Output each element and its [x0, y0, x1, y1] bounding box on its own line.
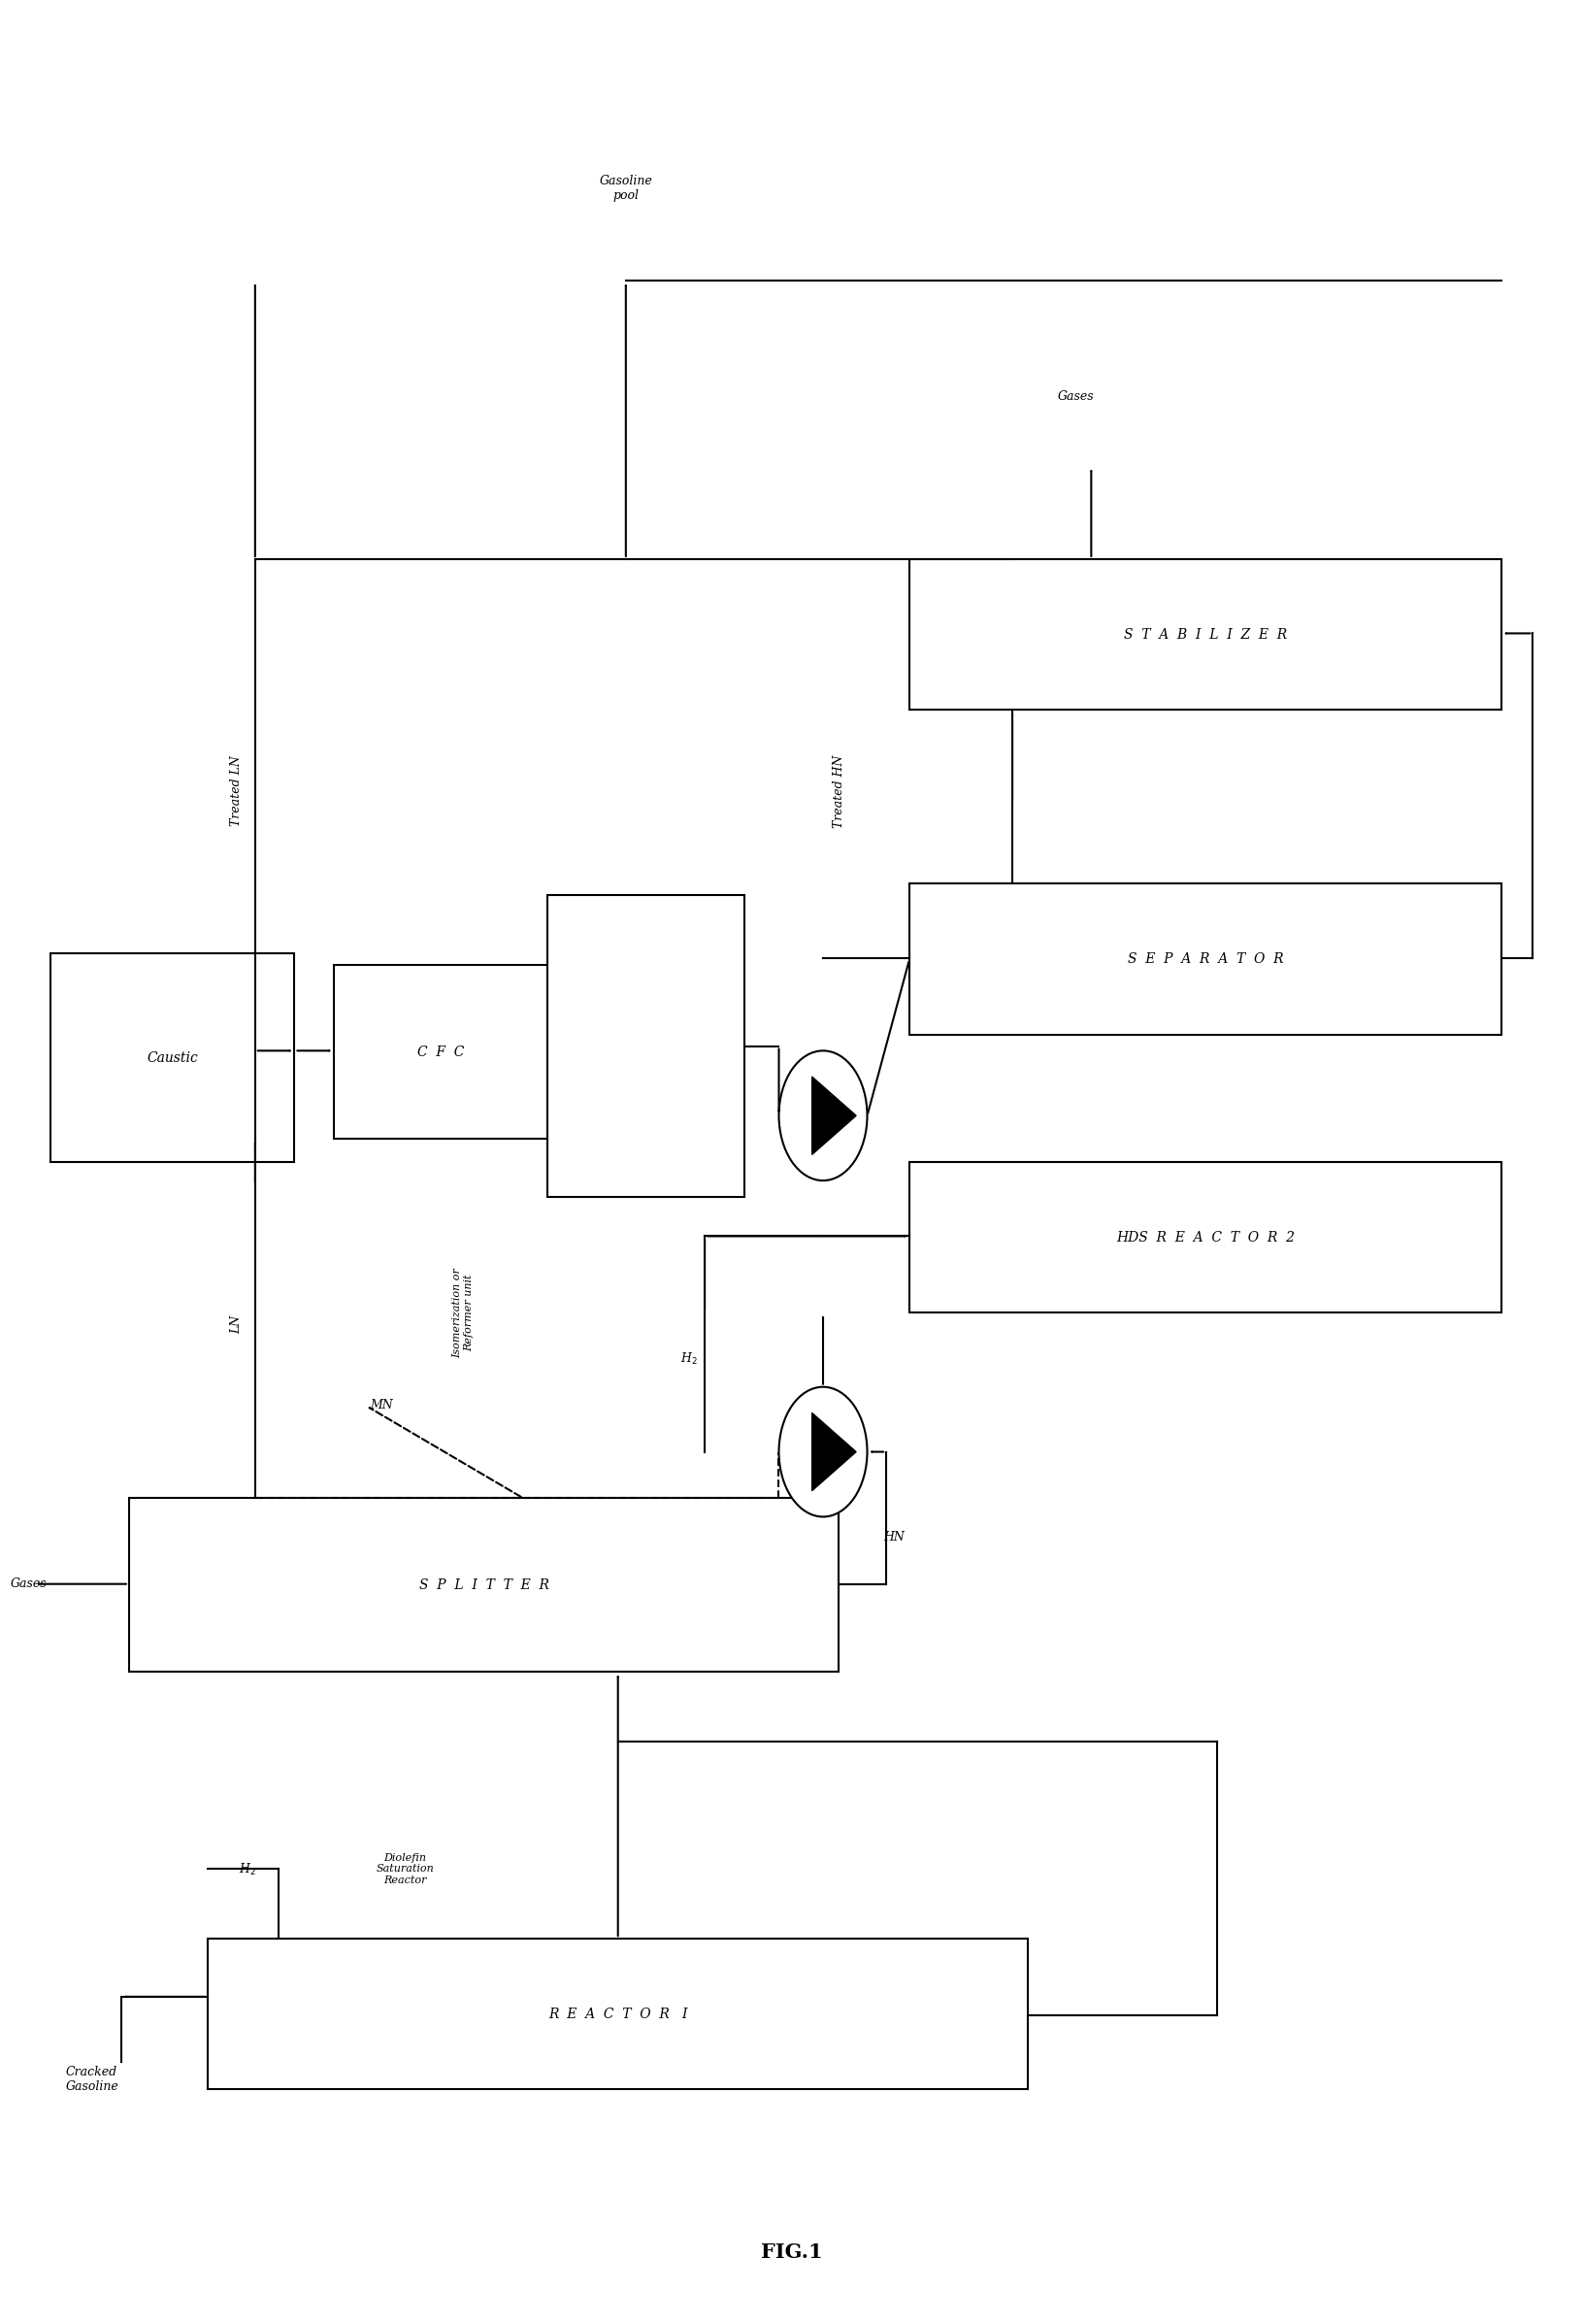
- Text: Isomerization or
Reformer unit: Isomerization or Reformer unit: [452, 1267, 473, 1357]
- Text: H$_2$: H$_2$: [680, 1350, 698, 1367]
- Text: Gases: Gases: [11, 1578, 47, 1590]
- Text: FIG.1: FIG.1: [759, 2243, 823, 2261]
- Bar: [547, 895, 744, 1197]
- Text: S  P  L  I  T  T  E  R: S P L I T T E R: [419, 1578, 549, 1592]
- Bar: [207, 1938, 1027, 2089]
- Text: Caustic: Caustic: [147, 1050, 198, 1064]
- Text: Diolefin
Saturation
Reactor: Diolefin Saturation Reactor: [377, 1852, 433, 1885]
- Bar: [910, 560, 1500, 709]
- Text: S  E  P  A  R  A  T  O  R: S E P A R A T O R: [1126, 953, 1283, 967]
- Polygon shape: [812, 1413, 856, 1490]
- Text: R  E  A  C  T  O  R   I: R E A C T O R I: [547, 2008, 687, 2022]
- Text: HDS  R  E  A  C  T  O  R  2: HDS R E A C T O R 2: [1115, 1232, 1294, 1243]
- Bar: [910, 883, 1500, 1034]
- Text: Treated HN: Treated HN: [832, 755, 845, 827]
- Text: MN: MN: [370, 1399, 392, 1411]
- Text: Treated LN: Treated LN: [229, 755, 242, 827]
- Text: Cracked
Gasoline: Cracked Gasoline: [66, 2066, 119, 2094]
- Text: C  F  C: C F C: [416, 1046, 464, 1060]
- Bar: [334, 964, 547, 1139]
- Circle shape: [778, 1387, 867, 1518]
- Text: LN: LN: [229, 1315, 242, 1334]
- Text: Gasoline
pool: Gasoline pool: [600, 174, 652, 202]
- Bar: [51, 953, 294, 1162]
- Text: HN: HN: [883, 1532, 903, 1543]
- Text: Gases: Gases: [1057, 390, 1093, 402]
- Bar: [128, 1499, 838, 1671]
- Bar: [910, 1162, 1500, 1313]
- Text: H$_2$: H$_2$: [239, 1862, 256, 1878]
- Polygon shape: [812, 1076, 856, 1155]
- Text: S  T  A  B  I  L  I  Z  E  R: S T A B I L I Z E R: [1123, 627, 1286, 641]
- Circle shape: [778, 1050, 867, 1181]
